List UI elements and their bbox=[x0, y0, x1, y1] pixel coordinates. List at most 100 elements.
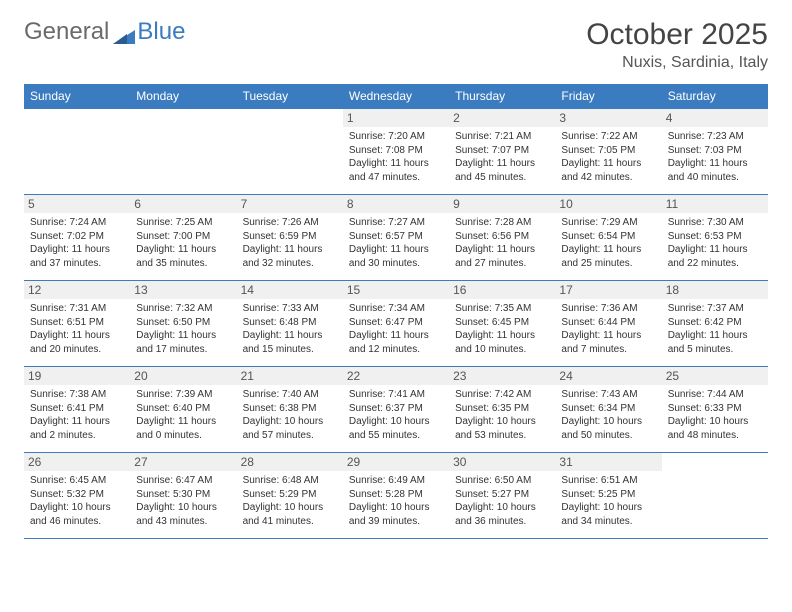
calendar-cell: 9Sunrise: 7:28 AMSunset: 6:56 PMDaylight… bbox=[449, 195, 555, 281]
day-number: 6 bbox=[130, 195, 236, 213]
day-details: Sunrise: 6:48 AMSunset: 5:29 PMDaylight:… bbox=[243, 474, 337, 528]
weekday-header: Sunday bbox=[24, 84, 130, 109]
calendar-cell: 28 Sunrise: 6:48 AMSunset: 5:29 PMDayligh… bbox=[237, 453, 343, 539]
calendar-cell: 27Sunrise: 6:47 AMSunset: 5:30 PMDayligh… bbox=[130, 453, 236, 539]
day-number: 26 bbox=[24, 453, 130, 471]
day-details: Sunrise: 7:22 AMSunset: 7:05 PMDaylight:… bbox=[561, 130, 655, 184]
day-details: Sunrise: 7:25 AMSunset: 7:00 PMDaylight:… bbox=[136, 216, 230, 270]
calendar-cell: 29Sunrise: 6:49 AMSunset: 5:28 PMDayligh… bbox=[343, 453, 449, 539]
calendar-cell bbox=[237, 109, 343, 195]
weekday-header: Saturday bbox=[662, 84, 768, 109]
day-number: 11 bbox=[662, 195, 768, 213]
weekday-header: Tuesday bbox=[237, 84, 343, 109]
day-number: 10 bbox=[555, 195, 661, 213]
day-details: Sunrise: 7:31 AMSunset: 6:51 PMDaylight:… bbox=[30, 302, 124, 356]
calendar-cell: 5 Sunrise: 7:24 AMSunset: 7:02 PMDaylight… bbox=[24, 195, 130, 281]
day-number: 22 bbox=[343, 367, 449, 385]
day-number: 30 bbox=[449, 453, 555, 471]
day-details: Sunrise: 6:51 AMSunset: 5:25 PMDaylight:… bbox=[561, 474, 655, 528]
location: Nuxis, Sardinia, Italy bbox=[586, 54, 768, 72]
logo-text-b: Blue bbox=[137, 18, 185, 46]
day-number: 5 bbox=[24, 195, 130, 213]
day-details: Sunrise: 7:23 AMSunset: 7:03 PMDaylight:… bbox=[668, 130, 762, 184]
day-number: 12 bbox=[24, 281, 130, 299]
calendar-cell: 4 Sunrise: 7:23 AMSunset: 7:03 PMDaylight… bbox=[662, 109, 768, 195]
calendar-cell: 30 Sunrise: 6:50 AMSunset: 5:27 PMDayligh… bbox=[449, 453, 555, 539]
day-number: 18 bbox=[662, 281, 768, 299]
day-details: Sunrise: 7:29 AMSunset: 6:54 PMDaylight:… bbox=[561, 216, 655, 270]
day-details: Sunrise: 7:27 AMSunset: 6:57 PMDaylight:… bbox=[349, 216, 443, 270]
logo: General Blue bbox=[24, 18, 185, 46]
day-number: 7 bbox=[237, 195, 343, 213]
day-number: 16 bbox=[449, 281, 555, 299]
day-number: 17 bbox=[555, 281, 661, 299]
day-details: Sunrise: 7:37 AMSunset: 6:42 PMDaylight:… bbox=[668, 302, 762, 356]
title-block: October 2025 Nuxis, Sardinia, Italy bbox=[586, 18, 768, 72]
calendar-cell: 16 Sunrise: 7:35 AMSunset: 6:45 PMDayligh… bbox=[449, 281, 555, 367]
calendar-cell: 14 Sunrise: 7:33 AMSunset: 6:48 PMDayligh… bbox=[237, 281, 343, 367]
calendar-cell: 8Sunrise: 7:27 AMSunset: 6:57 PMDaylight… bbox=[343, 195, 449, 281]
calendar-cell: 13Sunrise: 7:32 AMSunset: 6:50 PMDayligh… bbox=[130, 281, 236, 367]
calendar-cell bbox=[24, 109, 130, 195]
day-number: 14 bbox=[237, 281, 343, 299]
day-details: Sunrise: 7:26 AMSunset: 6:59 PMDaylight:… bbox=[243, 216, 337, 270]
page-header: General Blue October 2025 Nuxis, Sardini… bbox=[24, 18, 768, 72]
day-number: 24 bbox=[555, 367, 661, 385]
day-details: Sunrise: 7:42 AMSunset: 6:35 PMDaylight:… bbox=[455, 388, 549, 442]
day-details: Sunrise: 7:35 AMSunset: 6:45 PMDaylight:… bbox=[455, 302, 549, 356]
calendar-cell: 31 Sunrise: 6:51 AMSunset: 5:25 PMDayligh… bbox=[555, 453, 661, 539]
day-details: Sunrise: 6:45 AMSunset: 5:32 PMDaylight:… bbox=[30, 474, 124, 528]
day-details: Sunrise: 7:40 AMSunset: 6:38 PMDaylight:… bbox=[243, 388, 337, 442]
day-details: Sunrise: 7:24 AMSunset: 7:02 PMDaylight:… bbox=[30, 216, 124, 270]
calendar-cell: 3Sunrise: 7:22 AMSunset: 7:05 PMDaylight… bbox=[555, 109, 661, 195]
logo-text-a: General bbox=[24, 18, 109, 46]
day-number: 21 bbox=[237, 367, 343, 385]
calendar-cell: 21 Sunrise: 7:40 AMSunset: 6:38 PMDayligh… bbox=[237, 367, 343, 453]
day-number: 29 bbox=[343, 453, 449, 471]
day-details: Sunrise: 7:30 AMSunset: 6:53 PMDaylight:… bbox=[668, 216, 762, 270]
day-number: 31 bbox=[555, 453, 661, 471]
calendar-head: SundayMondayTuesdayWednesdayThursdayFrid… bbox=[24, 84, 768, 109]
calendar-table: SundayMondayTuesdayWednesdayThursdayFrid… bbox=[24, 84, 768, 539]
calendar-cell: 17 Sunrise: 7:36 AMSunset: 6:44 PMDayligh… bbox=[555, 281, 661, 367]
logo-triangle-icon bbox=[113, 23, 135, 41]
calendar-cell: 2Sunrise: 7:21 AMSunset: 7:07 PMDaylight… bbox=[449, 109, 555, 195]
day-details: Sunrise: 7:28 AMSunset: 6:56 PMDaylight:… bbox=[455, 216, 549, 270]
calendar-cell: 11 Sunrise: 7:30 AMSunset: 6:53 PMDayligh… bbox=[662, 195, 768, 281]
day-details: Sunrise: 7:21 AMSunset: 7:07 PMDaylight:… bbox=[455, 130, 549, 184]
calendar-cell: 19 Sunrise: 7:38 AMSunset: 6:41 PMDayligh… bbox=[24, 367, 130, 453]
weekday-header: Monday bbox=[130, 84, 236, 109]
calendar-cell bbox=[662, 453, 768, 539]
calendar-body: 1 Sunrise: 7:20 AMSunset: 7:08 PMDaylight… bbox=[24, 109, 768, 539]
calendar-cell: 1 Sunrise: 7:20 AMSunset: 7:08 PMDaylight… bbox=[343, 109, 449, 195]
calendar-cell: 6 Sunrise: 7:25 AMSunset: 7:00 PMDaylight… bbox=[130, 195, 236, 281]
calendar-cell: 15 Sunrise: 7:34 AMSunset: 6:47 PMDayligh… bbox=[343, 281, 449, 367]
day-details: Sunrise: 7:43 AMSunset: 6:34 PMDaylight:… bbox=[561, 388, 655, 442]
day-number: 23 bbox=[449, 367, 555, 385]
day-number: 15 bbox=[343, 281, 449, 299]
weekday-header: Wednesday bbox=[343, 84, 449, 109]
day-number: 28 bbox=[237, 453, 343, 471]
day-details: Sunrise: 7:34 AMSunset: 6:47 PMDaylight:… bbox=[349, 302, 443, 356]
day-number: 19 bbox=[24, 367, 130, 385]
day-details: Sunrise: 7:44 AMSunset: 6:33 PMDaylight:… bbox=[668, 388, 762, 442]
day-details: Sunrise: 6:50 AMSunset: 5:27 PMDaylight:… bbox=[455, 474, 549, 528]
day-number: 4 bbox=[662, 109, 768, 127]
calendar-cell: 7 Sunrise: 7:26 AMSunset: 6:59 PMDaylight… bbox=[237, 195, 343, 281]
calendar-cell: 26 Sunrise: 6:45 AMSunset: 5:32 PMDayligh… bbox=[24, 453, 130, 539]
calendar-cell: 12 Sunrise: 7:31 AMSunset: 6:51 PMDayligh… bbox=[24, 281, 130, 367]
calendar-cell: 23 Sunrise: 7:42 AMSunset: 6:35 PMDayligh… bbox=[449, 367, 555, 453]
day-details: Sunrise: 7:38 AMSunset: 6:41 PMDaylight:… bbox=[30, 388, 124, 442]
calendar-cell: 20Sunrise: 7:39 AMSunset: 6:40 PMDayligh… bbox=[130, 367, 236, 453]
calendar-cell: 24 Sunrise: 7:43 AMSunset: 6:34 PMDayligh… bbox=[555, 367, 661, 453]
day-number: 25 bbox=[662, 367, 768, 385]
weekday-header: Thursday bbox=[449, 84, 555, 109]
day-details: Sunrise: 7:32 AMSunset: 6:50 PMDaylight:… bbox=[136, 302, 230, 356]
day-number: 27 bbox=[130, 453, 236, 471]
day-number: 1 bbox=[343, 109, 449, 127]
calendar-cell: 18 Sunrise: 7:37 AMSunset: 6:42 PMDayligh… bbox=[662, 281, 768, 367]
month-title: October 2025 bbox=[586, 18, 768, 52]
day-details: Sunrise: 7:36 AMSunset: 6:44 PMDaylight:… bbox=[561, 302, 655, 356]
day-details: Sunrise: 7:20 AMSunset: 7:08 PMDaylight:… bbox=[349, 130, 443, 184]
day-details: Sunrise: 7:33 AMSunset: 6:48 PMDaylight:… bbox=[243, 302, 337, 356]
